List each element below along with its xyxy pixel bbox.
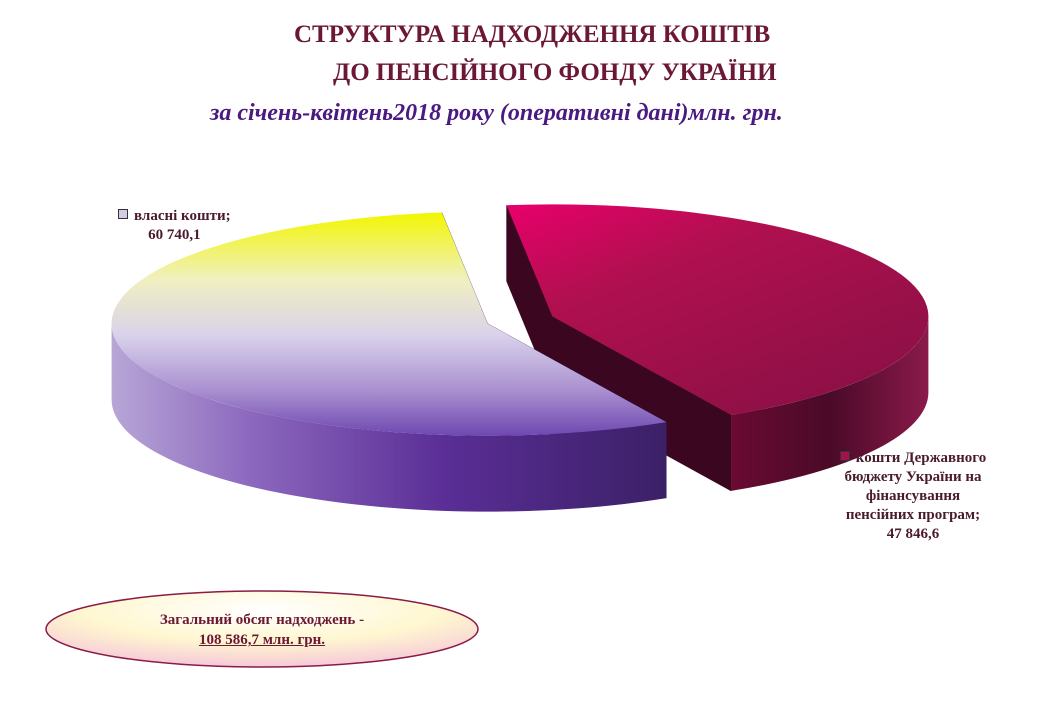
slice-state-top bbox=[506, 204, 929, 415]
total-label: Загальний обсяг надходжень - bbox=[159, 612, 365, 628]
slice-label-own-funds: власні кошти; 60 740,1 bbox=[118, 207, 231, 245]
slice-own-side-0 bbox=[111, 323, 667, 512]
chart-subtitle: за січень-квітень2018 року (оперативні д… bbox=[210, 100, 783, 126]
pie-slices bbox=[111, 204, 929, 512]
slice-label-own-name: власні кошти; bbox=[134, 208, 231, 224]
total-callout: Загальний обсяг надходжень - 108 586,7 м… bbox=[44, 589, 480, 669]
slice-label-state-line-4: пенсійних програм; bbox=[845, 507, 981, 523]
legend-swatch-own-icon bbox=[118, 209, 128, 219]
chart-title-line-1: СТРУКТУРА НАДХОДЖЕННЯ КОШТІВ bbox=[294, 21, 771, 48]
total-oval bbox=[45, 590, 479, 668]
legend-swatch-state-icon bbox=[839, 451, 850, 461]
slice-label-own-value: 60 740,1 bbox=[148, 227, 201, 243]
slice-label-state-line-3: фінансування bbox=[865, 488, 961, 504]
chart-title-line-2: ДО ПЕНСІЙНОГО ФОНДУ УКРАЇНИ bbox=[333, 59, 777, 86]
slice-label-state-budget: кошти Державного бюджету України на фіна… bbox=[813, 449, 1013, 544]
total-value: 108 586,7 млн. грн. bbox=[198, 632, 326, 648]
slice-label-state-line-1: кошти Державного bbox=[855, 450, 987, 466]
slice-state-side-0 bbox=[731, 316, 929, 491]
slice-label-state-value: 47 846,6 bbox=[886, 526, 940, 542]
slice-label-state-line-2: бюджету України на bbox=[844, 469, 982, 485]
slice-own-top bbox=[111, 212, 667, 436]
